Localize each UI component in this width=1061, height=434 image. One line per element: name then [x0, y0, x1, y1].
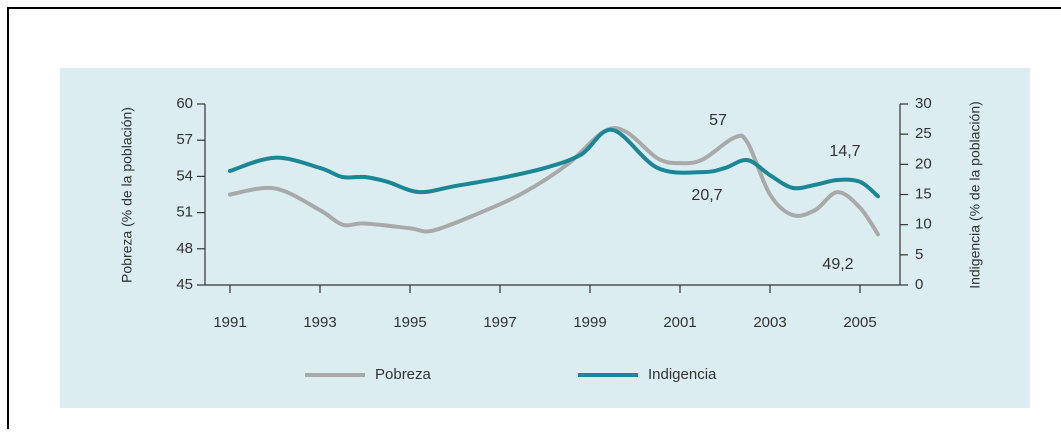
- frame: [7, 7, 1061, 434]
- annotation: 20,7: [691, 187, 722, 204]
- annotation: 14,7: [829, 143, 860, 160]
- x-tick-label: 2001: [663, 314, 696, 331]
- x-tick-label: 1991: [213, 314, 246, 331]
- y-tick-label: 57: [176, 131, 193, 148]
- y2-tick-label: 20: [915, 155, 932, 172]
- annotation: 57: [709, 112, 727, 129]
- y-tick-label: 60: [176, 95, 193, 112]
- x-tick-label: 1993: [303, 314, 336, 331]
- y2-tick-label: 10: [915, 216, 932, 233]
- x-tick-label: 2005: [843, 314, 876, 331]
- x-tick-label: 1997: [483, 314, 516, 331]
- x-tick-label: 1995: [393, 314, 426, 331]
- x-tick-label: 1999: [573, 314, 606, 331]
- y-tick-label: 48: [176, 240, 193, 257]
- y-tick-label: 45: [176, 276, 193, 293]
- y2-tick-label: 30: [915, 95, 932, 112]
- annotation: 49,2: [822, 256, 853, 273]
- y2-tick-label: 5: [915, 246, 923, 263]
- y-tick-label: 54: [176, 167, 193, 184]
- line-series: [228, 126, 880, 237]
- x-tick-label: 2003: [753, 314, 786, 331]
- panel: [60, 68, 1030, 408]
- y2-axis-title: Indigencia (% de la población): [967, 101, 983, 289]
- y2-tick-label: 15: [915, 185, 932, 202]
- legend-label: Indigencia: [648, 366, 717, 383]
- y2-tick-label: 0: [915, 276, 923, 293]
- y2-tick-label: 25: [915, 125, 932, 142]
- legend-label: Pobreza: [375, 366, 432, 383]
- y-tick-label: 51: [176, 204, 193, 221]
- y-axis-title: Pobreza (% de la población): [119, 107, 135, 283]
- line-series: [228, 127, 880, 199]
